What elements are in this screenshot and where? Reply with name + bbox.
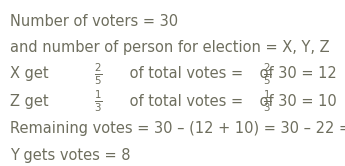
Text: $\frac{1}{3}$: $\frac{1}{3}$ <box>263 89 271 114</box>
Text: Remaining votes = 30 – (12 + 10) = 30 – 22 = 8: Remaining votes = 30 – (12 + 10) = 30 – … <box>10 121 345 136</box>
Text: of total votes =: of total votes = <box>125 66 248 81</box>
Text: and number of person for election = X, Y, Z: and number of person for election = X, Y… <box>10 40 330 55</box>
Text: $\frac{2}{5}$: $\frac{2}{5}$ <box>95 61 103 86</box>
Text: of 30 = 10: of 30 = 10 <box>255 94 337 109</box>
Text: Z get: Z get <box>10 94 53 109</box>
Text: of 30 = 12: of 30 = 12 <box>255 66 337 81</box>
Text: $\frac{2}{5}$: $\frac{2}{5}$ <box>263 61 271 86</box>
Text: of total votes =: of total votes = <box>125 94 248 109</box>
Text: $\frac{1}{3}$: $\frac{1}{3}$ <box>95 89 103 114</box>
Text: Number of voters = 30: Number of voters = 30 <box>10 14 178 29</box>
Text: X get: X get <box>10 66 53 81</box>
Text: Y gets votes = 8: Y gets votes = 8 <box>10 148 131 163</box>
